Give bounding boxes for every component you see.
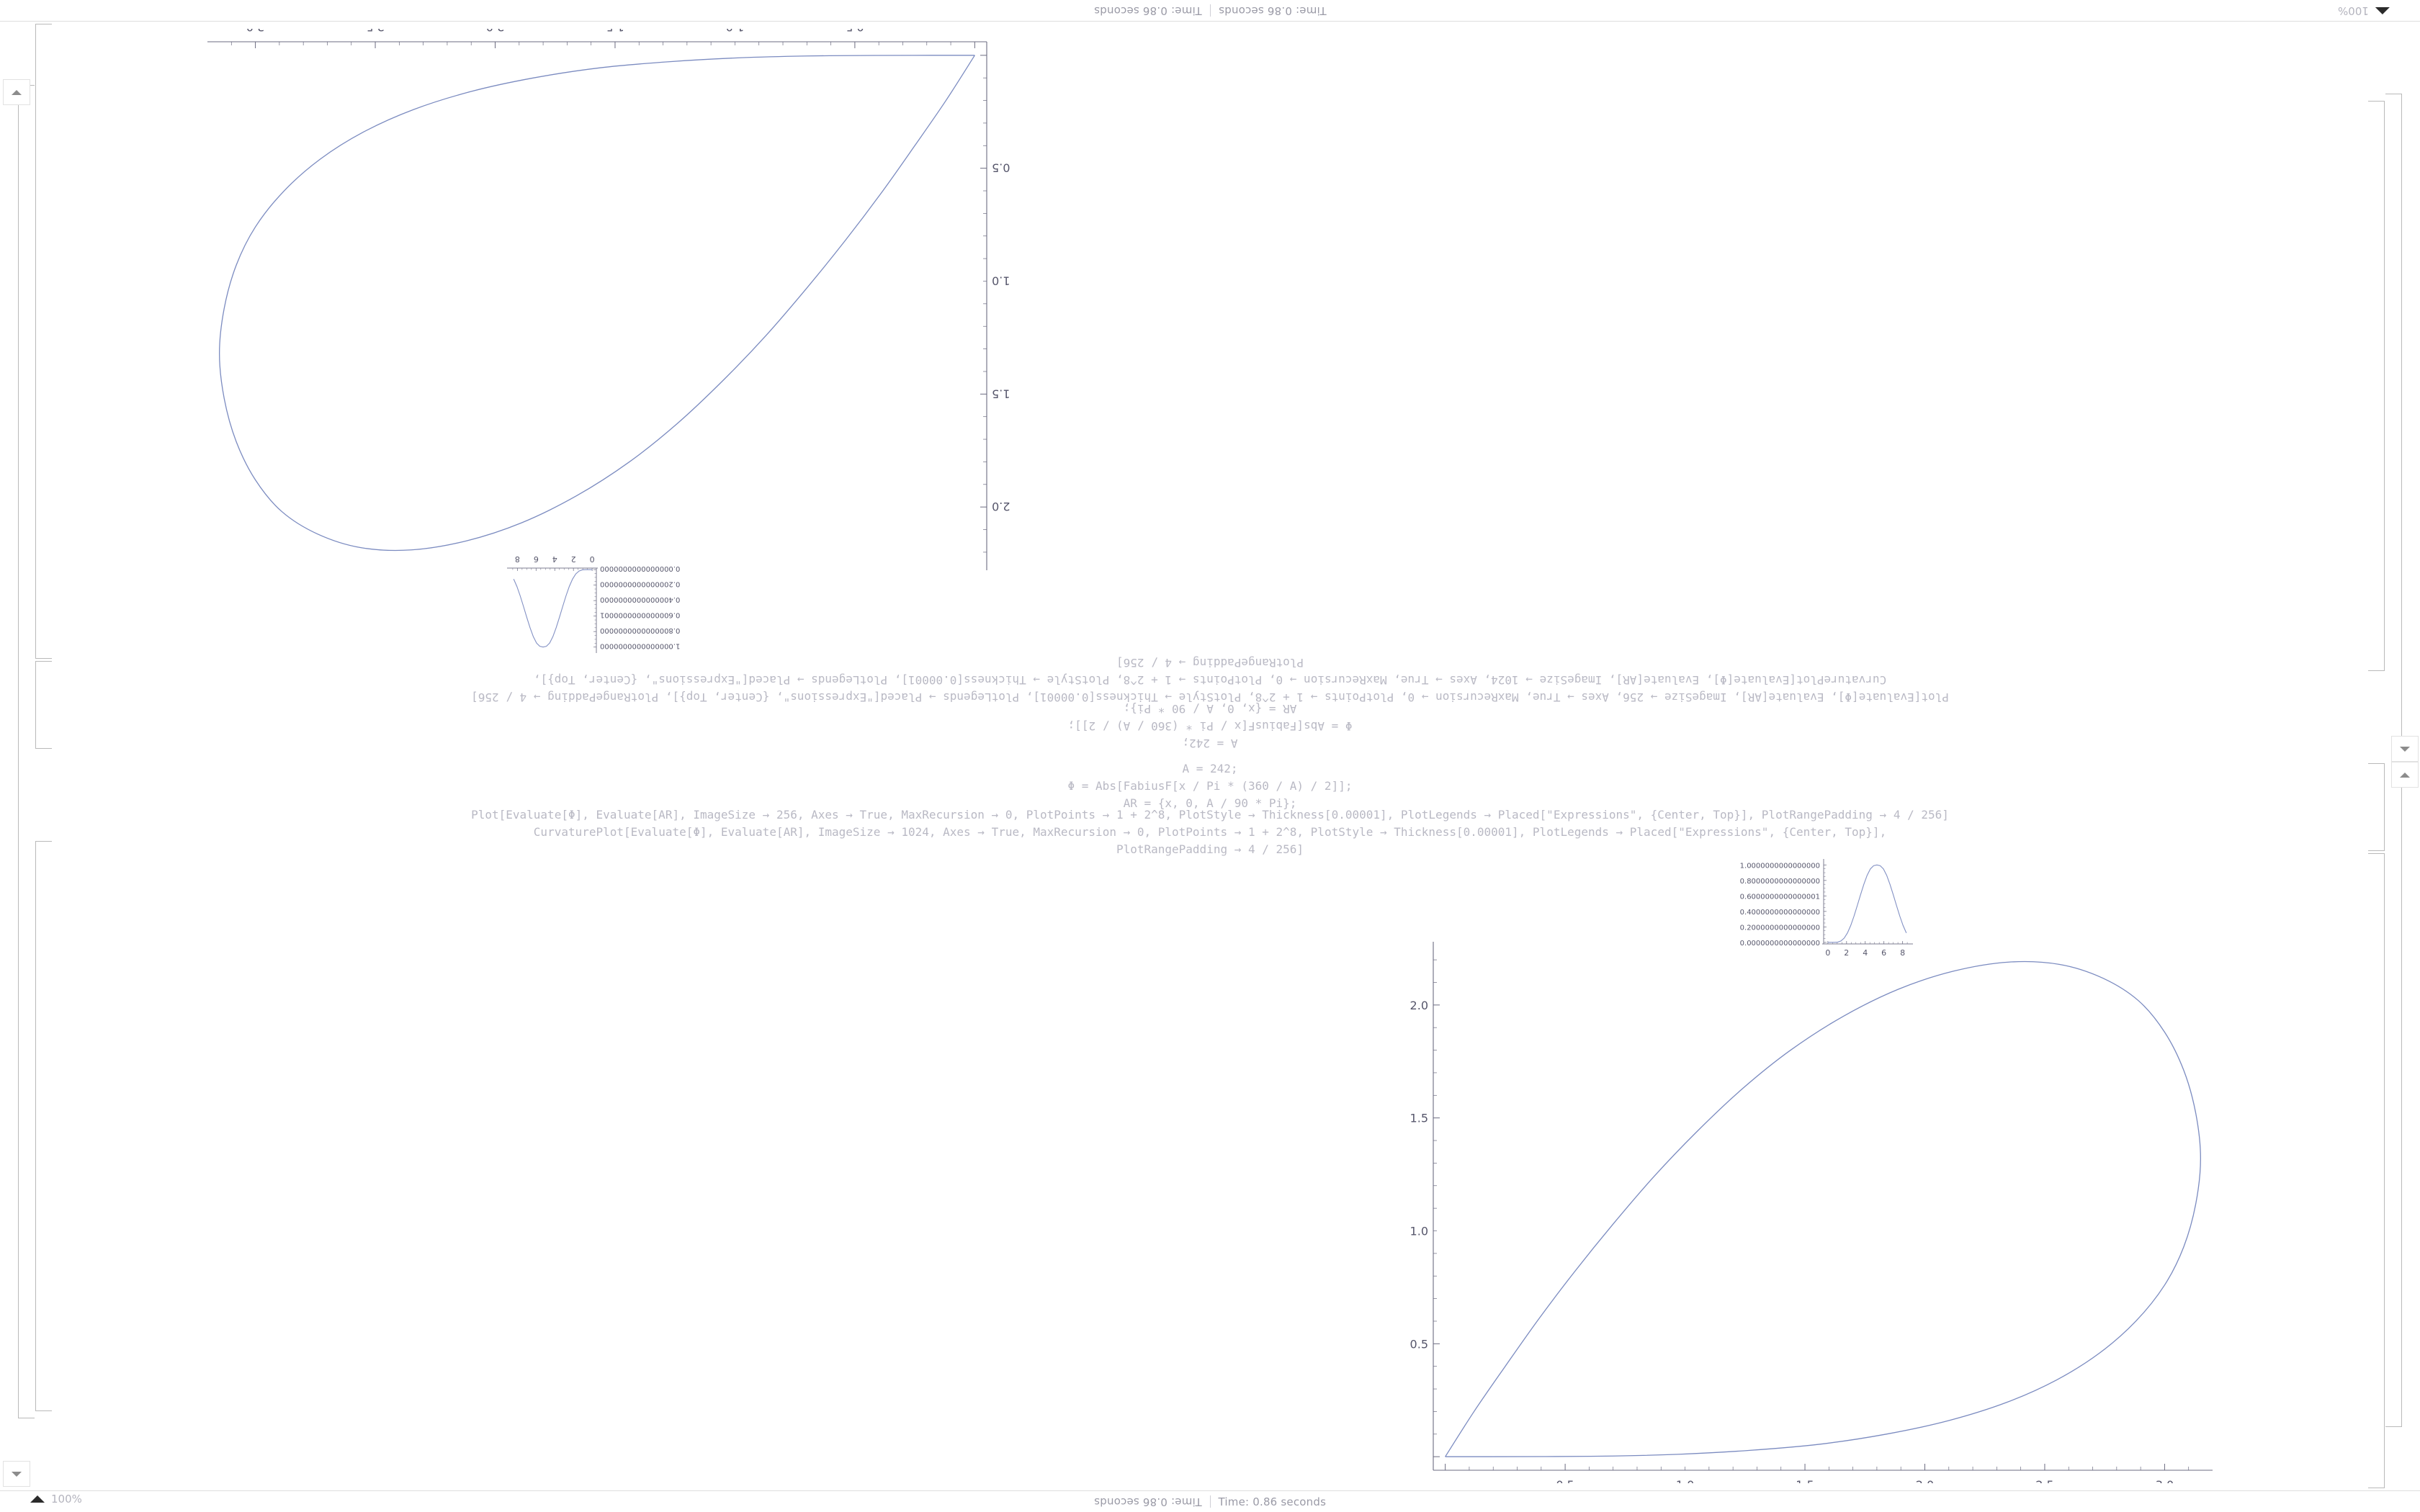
code-line-4[interactable]: Plot[Evaluate[Φ], Evaluate[AR], ImageSiz… xyxy=(471,808,1949,822)
cell-bracket-output[interactable] xyxy=(35,24,52,659)
svg-text:0: 0 xyxy=(1825,948,1830,958)
svg-text:0.4000000000000000: 0.4000000000000000 xyxy=(1740,909,1820,917)
svg-text:1.0: 1.0 xyxy=(1410,1225,1428,1238)
svg-text:2.0: 2.0 xyxy=(1916,1478,1934,1483)
curvature-plot-svg: 0.5 1.0 1.5 2.0 2.5 3.0 0.5 1.0 1.5 2.0 xyxy=(1410,942,2213,1483)
cell-bracket-plot[interactable] xyxy=(2368,101,2385,671)
svg-text:2.0: 2.0 xyxy=(992,500,1010,513)
scroll-down-button[interactable] xyxy=(3,1461,30,1487)
cell-bracket-group[interactable] xyxy=(18,85,35,1418)
svg-text:0.5: 0.5 xyxy=(992,161,1010,175)
status-divider xyxy=(1209,1495,1211,1508)
inset-plot-svg: 0.0000000000000000 0.2000000000000000 0.40… xyxy=(1740,859,1913,958)
svg-text:0: 0 xyxy=(590,554,595,564)
svg-text:2.5: 2.5 xyxy=(2035,1478,2053,1483)
code-line-6[interactable]: PlotRangePadding → 4 / 256] xyxy=(1116,656,1304,670)
inset-fabius-plot: 0.0000000000000000 0.2000000000000000 0.40… xyxy=(504,551,727,659)
triangle-down-icon xyxy=(12,1471,22,1477)
triangle-up-icon[interactable] xyxy=(30,1495,45,1503)
inset-fabius-plot: 0.0000000000000000 0.2000000000000000 0.40… xyxy=(1693,853,1916,961)
code-line-4[interactable]: Plot[Evaluate[Φ], Evaluate[AR], ImageSiz… xyxy=(471,690,1949,704)
code-line-2[interactable]: Φ = Abs[FabiusF[x / Pi * (360 / A) / 2]]… xyxy=(1067,719,1353,733)
svg-text:6: 6 xyxy=(1881,948,1886,958)
svg-text:2.5: 2.5 xyxy=(366,29,384,34)
svg-text:3.0: 3.0 xyxy=(2156,1478,2174,1483)
toolbar-divider-top xyxy=(0,21,2420,22)
svg-text:6: 6 xyxy=(534,554,539,564)
magnification-label-mirrored: 100% xyxy=(2338,4,2369,17)
svg-text:2.0: 2.0 xyxy=(486,29,504,34)
code-line-2[interactable]: Φ = Abs[FabiusF[x / Pi * (360 / A) / 2]]… xyxy=(1067,779,1353,793)
status-time-mirrored: Time: 0.86 seconds xyxy=(1093,1495,1202,1508)
svg-text:0.4000000000000000: 0.4000000000000000 xyxy=(600,595,680,603)
triangle-down-icon xyxy=(2400,746,2410,752)
svg-text:0.0000000000000000: 0.0000000000000000 xyxy=(1740,940,1820,948)
svg-text:0.0000000000000000: 0.0000000000000000 xyxy=(600,564,680,572)
code-line-1[interactable]: A = 242; xyxy=(1182,737,1238,750)
magnification-control[interactable]: 100% xyxy=(30,1493,82,1506)
magnification-control-mirrored[interactable]: 100% xyxy=(2338,4,2390,17)
svg-text:1.0: 1.0 xyxy=(726,29,744,34)
svg-text:4: 4 xyxy=(1863,948,1868,958)
triangle-up-icon-mirrored[interactable] xyxy=(2375,7,2390,14)
svg-text:0.2000000000000000: 0.2000000000000000 xyxy=(1740,924,1820,932)
code-line-5[interactable]: CurvaturePlot[Evaluate[Φ], Evaluate[AR],… xyxy=(533,825,1887,839)
status-bar-top: Time: 0.86 seconds Time: 0.86 seconds xyxy=(0,0,2420,21)
svg-text:2: 2 xyxy=(571,554,576,564)
svg-text:1.0: 1.0 xyxy=(992,274,1010,287)
inset-plot-svg: 0.0000000000000000 0.2000000000000000 0.40… xyxy=(507,554,680,653)
svg-text:0.5: 0.5 xyxy=(846,29,864,34)
svg-text:1.5: 1.5 xyxy=(992,387,1010,400)
svg-text:8: 8 xyxy=(1900,948,1905,958)
cell-bracket-plot[interactable] xyxy=(35,841,52,1411)
svg-text:0.6000000000000001: 0.6000000000000001 xyxy=(1740,893,1820,901)
toolbar-divider-bottom xyxy=(0,1490,2420,1491)
triangle-up-icon xyxy=(12,89,22,95)
svg-text:1.0000000000000000: 1.0000000000000000 xyxy=(600,642,680,650)
svg-text:1.5: 1.5 xyxy=(1410,1112,1428,1125)
curvature-plot: 0.5 1.0 1.5 2.0 2.5 3.0 0.5 1.0 1.5 2.0 xyxy=(202,29,1016,583)
status-time-top-mirrored: Time: 0.86 seconds xyxy=(1093,4,1202,17)
svg-text:1.0000000000000000: 1.0000000000000000 xyxy=(1740,862,1820,870)
status-time-top: Time: 0.86 seconds xyxy=(1218,4,1327,17)
svg-text:1.5: 1.5 xyxy=(1796,1478,1814,1483)
code-line-3[interactable]: AR = {x, 0, A / 90 * Pi}; xyxy=(1123,796,1297,810)
svg-text:3.0: 3.0 xyxy=(246,29,264,34)
code-line-6[interactable]: PlotRangePadding → 4 / 256] xyxy=(1116,842,1304,856)
magnification-label: 100% xyxy=(51,1493,82,1506)
svg-text:8: 8 xyxy=(515,554,520,564)
svg-text:2: 2 xyxy=(1844,948,1849,958)
svg-text:0.8000000000000000: 0.8000000000000000 xyxy=(1740,878,1820,886)
scroll-up-button-right[interactable] xyxy=(2391,762,2419,788)
triangle-up-icon xyxy=(2400,772,2410,778)
cell-bracket-code[interactable] xyxy=(2368,763,2385,851)
scroll-down-button-right[interactable] xyxy=(2391,736,2419,762)
svg-text:4: 4 xyxy=(552,554,557,564)
code-line-5[interactable]: CurvaturePlot[Evaluate[Φ], Evaluate[AR],… xyxy=(533,673,1887,687)
svg-text:2.0: 2.0 xyxy=(1410,999,1428,1012)
cell-bracket-output[interactable] xyxy=(2368,853,2385,1488)
status-divider-top xyxy=(1209,4,1211,17)
svg-text:1.0: 1.0 xyxy=(1676,1478,1694,1483)
scroll-up-button[interactable] xyxy=(3,79,30,105)
code-line-1[interactable]: A = 242; xyxy=(1182,762,1238,775)
curvature-plot: 0.5 1.0 1.5 2.0 2.5 3.0 0.5 1.0 1.5 2.0 xyxy=(1404,929,2218,1483)
svg-text:1.5: 1.5 xyxy=(606,29,624,34)
svg-text:0.2000000000000000: 0.2000000000000000 xyxy=(600,580,680,588)
svg-text:0.8000000000000000: 0.8000000000000000 xyxy=(600,626,680,634)
svg-text:0.5: 0.5 xyxy=(1410,1337,1428,1351)
status-bar-bottom: Time: 0.86 seconds Time: 0.86 seconds xyxy=(0,1491,2420,1512)
svg-text:0.6000000000000001: 0.6000000000000001 xyxy=(600,611,680,619)
curvature-plot-svg: 0.5 1.0 1.5 2.0 2.5 3.0 0.5 1.0 1.5 2.0 xyxy=(207,29,1010,570)
status-time: Time: 0.86 seconds xyxy=(1218,1495,1327,1508)
svg-text:0.5: 0.5 xyxy=(1556,1478,1574,1483)
